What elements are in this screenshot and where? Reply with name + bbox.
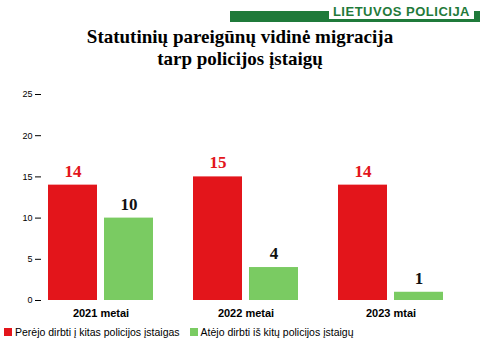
svg-text:2021 metai: 2021 metai xyxy=(73,307,129,319)
html-text:LIETUVOS POLICIJA: LIETUVOS POLICIJA xyxy=(332,4,470,19)
svg-text:14: 14 xyxy=(355,162,373,181)
svg-text:25: 25 xyxy=(22,89,32,99)
html-text:Perėjo dirbti į kitas policijo: Perėjo dirbti į kitas policijos įstaigas xyxy=(15,326,180,338)
svg-text:15: 15 xyxy=(22,172,32,182)
svg-text:2022 metai: 2022 metai xyxy=(218,307,274,319)
svg-text:15: 15 xyxy=(210,153,227,172)
svg-text:1: 1 xyxy=(415,269,424,288)
svg-text:20: 20 xyxy=(22,131,32,141)
svg-text:0: 0 xyxy=(27,295,32,305)
html-text:Statutinių pareigūnų vidinė mi: Statutinių pareigūnų vidinė migracija ta… xyxy=(86,26,394,69)
svg-text:2023 mtai: 2023 mtai xyxy=(366,307,416,319)
svg-text:4: 4 xyxy=(270,244,279,263)
svg-text:5: 5 xyxy=(27,254,32,264)
svg-text:10: 10 xyxy=(121,195,138,214)
svg-text:14: 14 xyxy=(65,162,83,181)
svg-text:10: 10 xyxy=(22,213,32,223)
html-text:Atėjo dirbti iš kitų policijos: Atėjo dirbti iš kitų policijos įstaigų xyxy=(200,326,354,338)
